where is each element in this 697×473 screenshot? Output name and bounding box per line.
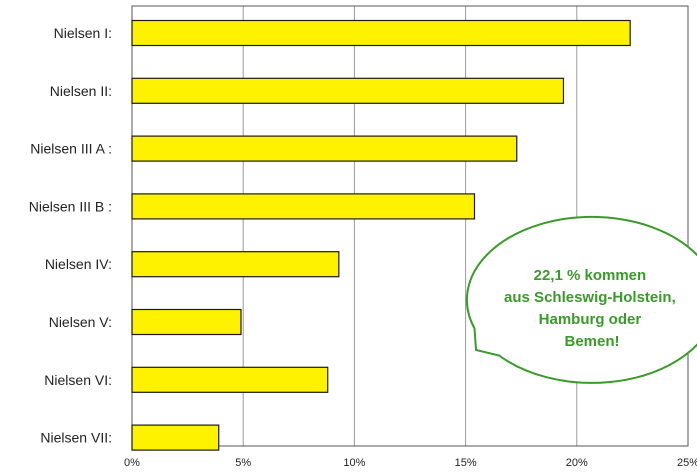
bar-1 bbox=[131, 19, 631, 47]
category-label-7: Nielsen VI: bbox=[44, 372, 112, 388]
bars bbox=[131, 19, 631, 451]
callout-line-4: Bemen! bbox=[564, 333, 619, 350]
callout-line-3: Hamburg oder bbox=[539, 311, 642, 328]
x-tick-labels: 0% 5% 10% 15% 20% 25% bbox=[124, 457, 697, 469]
bar-7 bbox=[131, 366, 329, 393]
x-tick-label-0: 0% bbox=[124, 457, 140, 469]
x-tick-label-2: 10% bbox=[343, 457, 365, 469]
bar-5 bbox=[131, 251, 340, 278]
x-tick-label-4: 20% bbox=[566, 457, 588, 469]
x-tick-label-1: 5% bbox=[235, 457, 251, 469]
x-tick-label-5: 25% bbox=[677, 457, 697, 469]
callout-line-2: aus Schleswig-Holstein, bbox=[504, 289, 676, 306]
callout-text: 22,1 % kommen aus Schleswig-Holstein, Ha… bbox=[504, 267, 680, 350]
category-label-1: Nielsen I: bbox=[54, 25, 112, 41]
category-label-4: Nielsen III B : bbox=[29, 198, 112, 214]
category-label-2: Nielsen II: bbox=[50, 83, 112, 99]
bar-8 bbox=[131, 424, 220, 451]
bar-6 bbox=[131, 308, 242, 336]
bar-3 bbox=[131, 135, 518, 162]
callout-line-1: 22,1 % kommen bbox=[534, 267, 647, 284]
speech-bubble-shape bbox=[465, 215, 697, 384]
category-label-8: Nielsen VII: bbox=[40, 430, 112, 446]
bar-2 bbox=[131, 77, 565, 104]
plot-area-border bbox=[131, 5, 689, 447]
category-labels: Nielsen I: Nielsen II: Nielsen III A : Niel… bbox=[29, 25, 112, 446]
speech-bubble-callout: 22,1 % kommen aus Schleswig-Holstein, Ha… bbox=[465, 215, 697, 384]
category-label-5: Nielsen IV: bbox=[45, 256, 112, 272]
category-label-3: Nielsen III A : bbox=[30, 141, 112, 157]
x-tick-label-3: 15% bbox=[455, 457, 477, 469]
category-label-6: Nielsen V: bbox=[49, 314, 112, 330]
bar-4 bbox=[131, 193, 476, 220]
